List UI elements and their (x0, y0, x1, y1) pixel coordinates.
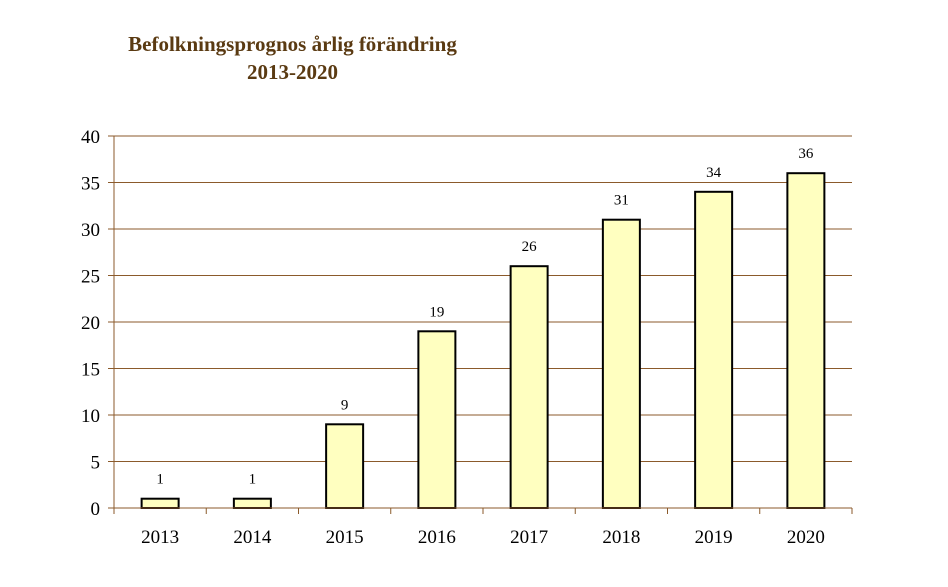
x-tick-label: 2013 (141, 527, 179, 548)
data-label: 34 (706, 165, 722, 181)
x-tick-label: 2015 (326, 527, 364, 548)
x-tick-label: 2017 (510, 527, 548, 548)
data-label: 36 (798, 146, 814, 162)
y-tick-label: 35 (81, 174, 100, 195)
data-label: 19 (429, 304, 444, 320)
bar (140, 497, 180, 510)
x-tick-label: 2016 (418, 527, 456, 548)
bar (232, 497, 272, 510)
data-label-bg (789, 142, 822, 163)
y-tick-label: 0 (91, 499, 101, 520)
data-label: 26 (522, 239, 538, 255)
bar (325, 423, 365, 509)
data-label-bg (328, 393, 361, 414)
bar (786, 172, 826, 509)
x-tick-label: 2014 (233, 527, 272, 548)
y-tick-label: 10 (81, 406, 100, 427)
y-tick-label: 5 (91, 453, 101, 474)
data-label: 1 (249, 472, 257, 488)
bar (694, 190, 734, 510)
data-label: 1 (156, 472, 164, 488)
y-tick-label: 30 (81, 220, 100, 241)
y-tick-label: 15 (81, 360, 100, 381)
data-label-bg (420, 300, 453, 321)
data-label-bg (236, 467, 269, 488)
data-label-bg (513, 235, 546, 256)
data-label: 9 (341, 397, 349, 413)
chart-title: Befolkningsprognos årlig förändring (128, 32, 457, 56)
bar (601, 218, 641, 509)
x-tick-label: 2020 (787, 527, 825, 548)
data-label-bg (605, 188, 638, 209)
x-tick-label: 2019 (695, 527, 733, 548)
y-tick-label: 20 (81, 313, 100, 334)
x-tick-label: 2018 (602, 527, 640, 548)
y-tick-label: 40 (81, 127, 100, 148)
bar (509, 265, 549, 510)
chart-title-block: Befolkningsprognos årlig förändring 2013… (0, 30, 585, 86)
bar (417, 330, 457, 509)
data-label-bg (697, 160, 730, 181)
y-tick-label: 25 (81, 267, 100, 288)
data-label: 31 (614, 193, 629, 209)
chart-subtitle: 2013-2020 (247, 60, 338, 84)
data-label-bg (144, 467, 177, 488)
